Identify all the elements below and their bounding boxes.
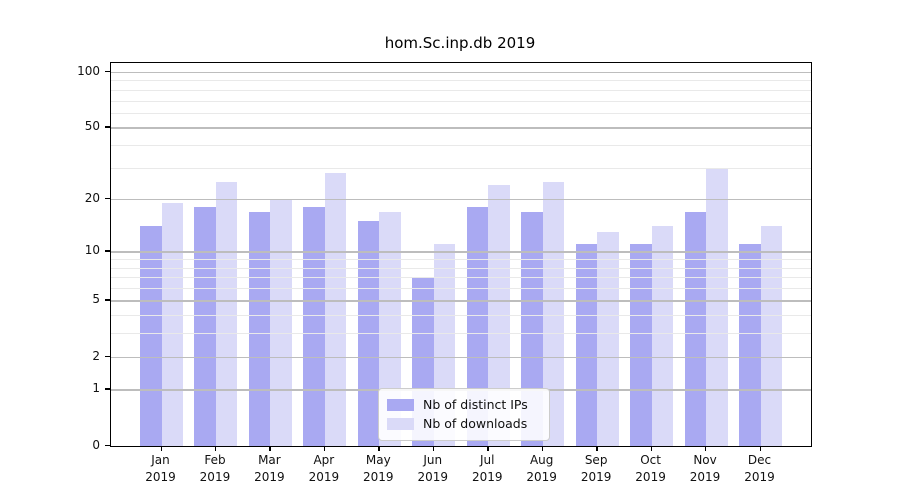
bar-jan-downloads xyxy=(161,203,183,446)
x-tick-month: Feb xyxy=(204,453,226,467)
bar-jan-distinct-ips xyxy=(140,226,162,446)
x-tick-mark xyxy=(487,446,489,451)
bar-oct-distinct-ips xyxy=(630,244,652,446)
y-tick-label: 2 xyxy=(92,348,100,363)
x-tick-label: Sep 2019 xyxy=(561,452,631,486)
x-tick-year: 2019 xyxy=(689,470,721,484)
x-tick-mark xyxy=(759,446,761,451)
y-tick-label: 100 xyxy=(77,64,100,78)
bar-feb-downloads xyxy=(215,181,238,446)
x-tick-year: 2019 xyxy=(363,470,394,484)
x-tick-mark xyxy=(323,446,326,451)
plot-area xyxy=(110,62,812,447)
x-tick-mark xyxy=(432,446,435,451)
y-tick-mark xyxy=(105,444,110,446)
bar-apr-distinct-ips xyxy=(303,207,325,446)
legend-label: Nb of distinct IPs xyxy=(423,397,528,412)
y-tick-mark xyxy=(105,355,110,357)
x-tick-mark xyxy=(269,446,271,451)
y-tick-label: 50 xyxy=(84,119,100,134)
x-tick-month: Dec xyxy=(747,453,772,467)
chart-title: hom.Sc.inp.db 2019 xyxy=(384,34,536,52)
y-tick-label: 10 xyxy=(84,243,100,258)
x-tick-mark xyxy=(650,446,652,451)
bar-dec-distinct-ips xyxy=(739,244,761,446)
bars-layer xyxy=(111,63,811,446)
y-tick-label: 1 xyxy=(92,381,100,396)
x-tick-label: Oct 2019 xyxy=(616,452,686,486)
x-tick-label: Mar 2019 xyxy=(234,452,304,486)
x-tick-month: May xyxy=(365,453,391,467)
y-tick-mark xyxy=(105,388,110,390)
x-tick-year: 2019 xyxy=(635,470,666,484)
bar-nov-distinct-ips xyxy=(684,211,707,446)
x-tick-month: Jul xyxy=(479,453,495,467)
y-tick-mark xyxy=(105,250,110,252)
bar-aug-downloads xyxy=(542,181,565,446)
legend-item-downloads: Nb of downloads xyxy=(387,414,539,433)
x-tick-label: May 2019 xyxy=(343,452,413,486)
y-tick-mark xyxy=(105,299,110,301)
bar-sep-distinct-ips xyxy=(575,244,598,446)
x-tick-month: Nov xyxy=(693,453,717,467)
bar-feb-distinct-ips xyxy=(194,207,216,446)
distinct-ips-swatch xyxy=(387,398,414,411)
x-tick-month: Sep xyxy=(584,453,608,467)
x-tick-year: 2019 xyxy=(471,470,503,484)
bar-aug-distinct-ips xyxy=(521,211,543,446)
legend-item-distinct-ips: Nb of distinct IPs xyxy=(387,395,539,414)
x-tick-year: 2019 xyxy=(199,470,231,484)
bar-oct-downloads xyxy=(651,226,674,446)
bar-nov-downloads xyxy=(706,167,728,446)
bar-jul-distinct-ips xyxy=(466,207,489,446)
x-tick-mark xyxy=(160,446,162,451)
x-tick-mark xyxy=(378,446,380,451)
x-tick-label: Apr 2019 xyxy=(289,452,359,486)
y-tick-label: 5 xyxy=(92,292,100,307)
x-tick-month: Apr xyxy=(313,453,335,467)
y-tick-mark xyxy=(105,126,110,128)
bar-mar-distinct-ips xyxy=(248,211,271,446)
x-tick-year: 2019 xyxy=(145,470,176,484)
x-tick-month: Mar xyxy=(258,453,281,467)
x-tick-month: Oct xyxy=(640,453,661,467)
x-tick-label: Feb 2019 xyxy=(180,452,250,486)
x-tick-month: Aug xyxy=(529,453,554,467)
x-tick-month: Jun xyxy=(423,453,443,467)
x-tick-year: 2019 xyxy=(580,470,612,484)
bar-sep-downloads xyxy=(597,231,619,446)
y-tick-label: 0 xyxy=(92,437,100,452)
downloads-swatch xyxy=(387,417,414,430)
x-tick-label: Jan 2019 xyxy=(126,452,196,486)
y-tick-mark xyxy=(105,198,110,200)
x-tick-label: Aug 2019 xyxy=(507,452,577,486)
x-tick-label: Jun 2019 xyxy=(398,452,468,486)
x-tick-year: 2019 xyxy=(308,470,340,484)
x-tick-mark xyxy=(705,446,707,451)
x-tick-year: 2019 xyxy=(254,470,285,484)
y-tick-mark xyxy=(105,71,110,73)
bar-may-distinct-ips xyxy=(357,221,380,446)
bar-dec-downloads xyxy=(760,226,782,446)
bar-mar-downloads xyxy=(270,199,292,446)
x-tick-year: 2019 xyxy=(526,470,557,484)
bar-may-downloads xyxy=(379,211,401,446)
y-tick-label: 20 xyxy=(84,191,100,206)
x-tick-mark xyxy=(214,446,217,451)
legend: Nb of distinct IPs Nb of downloads xyxy=(378,388,550,441)
x-tick-label: Jul 2019 xyxy=(452,452,522,486)
x-tick-year: 2019 xyxy=(744,470,775,484)
bar-apr-downloads xyxy=(324,173,347,446)
legend-label: Nb of downloads xyxy=(423,416,528,431)
x-tick-mark xyxy=(541,446,544,451)
x-tick-month: Jan xyxy=(151,453,170,467)
x-tick-mark xyxy=(596,446,598,451)
x-tick-year: 2019 xyxy=(417,470,449,484)
x-tick-label: Dec 2019 xyxy=(725,452,795,486)
x-tick-label: Nov 2019 xyxy=(670,452,740,486)
